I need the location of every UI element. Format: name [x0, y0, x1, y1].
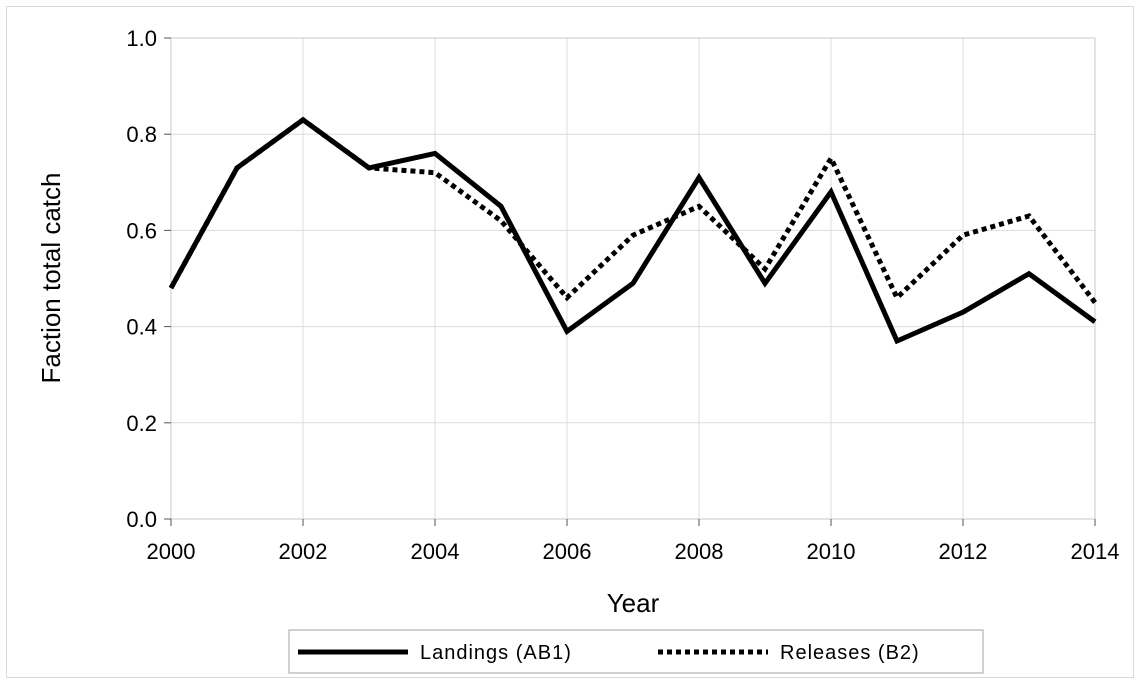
x-tick-label: 2012 — [939, 539, 988, 564]
x-axis-title: Year — [607, 588, 660, 618]
x-axis: 2000 2002 2004 2006 2008 2010 2012 2014 — [147, 519, 1120, 564]
legend-label-landings: Landings (AB1) — [420, 642, 572, 664]
legend-label-releases: Releases (B2) — [780, 642, 920, 664]
plot-area-border — [170, 37, 1096, 520]
y-axis-title: Faction total catch — [36, 173, 66, 384]
x-tick-label: 2008 — [675, 539, 724, 564]
series-lines — [168, 116, 1097, 345]
x-tick-label: 2010 — [807, 539, 856, 564]
x-tick-label: 2004 — [411, 539, 460, 564]
chart-frame — [6, 6, 1134, 678]
x-tick-label: 2014 — [1071, 539, 1120, 564]
y-tick-label: 0.0 — [126, 507, 157, 532]
x-tick-label: 2000 — [147, 539, 196, 564]
gridlines — [170, 37, 1096, 520]
y-axis: 0.0 0.2 0.4 0.6 0.8 1.0 — [126, 26, 171, 532]
y-tick-label: 0.2 — [126, 411, 157, 436]
x-tick-label: 2002 — [279, 539, 328, 564]
legend: Landings (AB1) Releases (B2) — [288, 629, 984, 674]
y-tick-label: 1.0 — [126, 26, 157, 51]
y-tick-label: 0.8 — [126, 122, 157, 147]
y-tick-label: 0.4 — [126, 315, 157, 340]
y-tick-label: 0.6 — [126, 218, 157, 243]
series-line-landings — [168, 116, 1097, 345]
series-line-releases — [168, 116, 1097, 305]
x-tick-label: 2006 — [543, 539, 592, 564]
